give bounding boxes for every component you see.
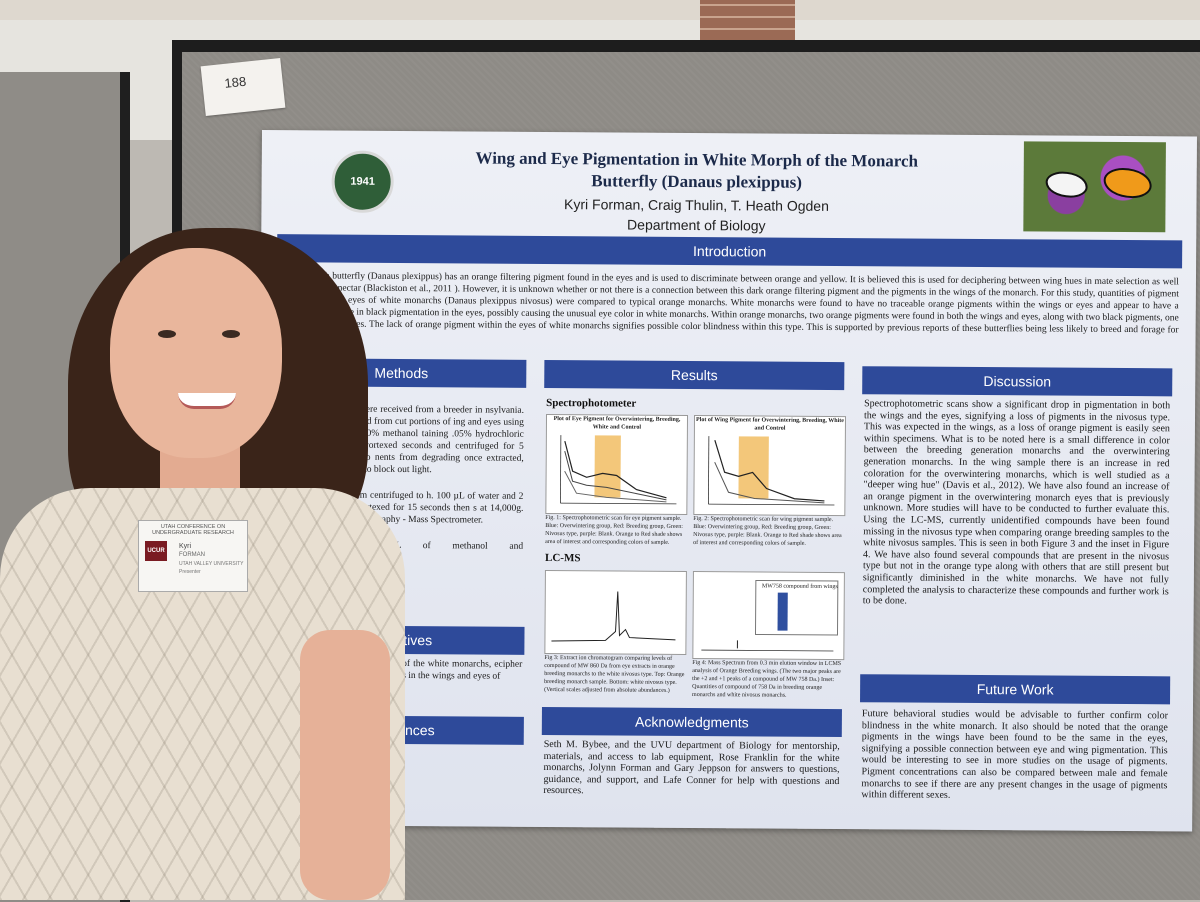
badge-role: Presenter	[179, 569, 201, 575]
figure-1-eye-pigment-chart: Plot of Eye Pigment for Overwintering, B…	[545, 414, 688, 515]
figure-2-x-axis	[708, 504, 834, 505]
figure-4-caption: Fig 4: Mass Spectrum from 0.3 min elutio…	[692, 659, 842, 700]
poster-department: Department of Biology	[411, 215, 981, 235]
figure-4-mass-spectrum: MW758 compound from wings	[692, 571, 845, 660]
figure-2-title: Plot of Wing Pigment for Overwintering, …	[695, 416, 845, 433]
figure-1-title: Plot of Eye Pigment for Overwintering, B…	[547, 415, 687, 432]
discussion-header: Discussion	[862, 366, 1172, 396]
results-header: Results	[544, 360, 844, 390]
figure-1-plot	[546, 431, 687, 512]
white-monarch-icon	[1046, 171, 1088, 197]
discussion-text: Spectrophotometric scans show a signific…	[863, 398, 1170, 609]
booth-number-tag: 188	[201, 58, 286, 116]
future-work-header: Future Work	[860, 674, 1170, 704]
right-eye	[222, 330, 240, 338]
future-work-text: Future behavioral studies would be advis…	[861, 708, 1168, 803]
figure-2-caption: Fig. 2: Spectrophotometric scan for wing…	[693, 515, 843, 548]
presenter-face	[110, 248, 282, 458]
left-eye	[158, 330, 176, 338]
lcms-heading: LC-MS	[545, 552, 581, 564]
figure-2-plot	[694, 432, 845, 513]
introduction-header: Introduction	[277, 234, 1182, 268]
badge-last-name: FORMAN	[179, 552, 205, 558]
figure-4-inset-bar	[778, 593, 788, 631]
presenter-arm	[300, 630, 390, 900]
poster-title: Wing and Eye Pigmentation in White Morph…	[412, 147, 982, 195]
poster-authors: Kyri Forman, Craig Thulin, T. Heath Ogde…	[411, 195, 981, 215]
acknowledgments-text: Seth M. Bybee, and the UVU department of…	[543, 739, 839, 799]
badge-first-name: Kyri	[179, 543, 191, 550]
university-seal-icon: 1941	[331, 150, 393, 212]
figure-3-caption: Fig 3: Extract ion chromatogram comparin…	[544, 654, 686, 695]
butterfly-photo	[1023, 141, 1166, 232]
ucur-logo-text: UCUR	[147, 548, 164, 554]
orange-monarch-icon	[1104, 168, 1152, 198]
figure-2-highlight	[738, 436, 768, 498]
smile	[178, 393, 236, 409]
figure-3-trace	[551, 591, 675, 642]
ucur-logo-icon: UCUR	[145, 541, 167, 561]
figure-2-wing-pigment-chart: Plot of Wing Pigment for Overwintering, …	[693, 415, 846, 516]
introduction-text: The monarch butterfly (Danaus plexippus)…	[279, 270, 1179, 348]
figure-2-series-overwintering	[714, 440, 824, 501]
figure-2-series-white	[714, 462, 824, 503]
booth-number: 188	[224, 74, 247, 91]
name-badge: UTAH CONFERENCE ON UNDERGRADUATE RESEARC…	[138, 520, 248, 592]
title-line-1: Wing and Eye Pigmentation in White Morph…	[412, 147, 982, 173]
figure-3-plot	[545, 571, 686, 654]
spectrophotometer-heading: Spectrophotometer	[546, 397, 636, 410]
badge-header: UTAH CONFERENCE ON UNDERGRADUATE RESEARC…	[143, 524, 243, 536]
figure-1-highlight	[594, 435, 620, 497]
figure-1-x-axis	[560, 503, 676, 504]
brick-column	[700, 0, 795, 40]
figure-4-x-axis	[701, 650, 833, 651]
figure-3-chromatogram	[544, 570, 687, 655]
badge-institution: UTAH VALLEY UNIVERSITY	[179, 561, 243, 567]
acknowledgments-header: Acknowledgments	[542, 707, 842, 737]
figure-4-inset-title: MW758 compound from wings	[762, 583, 838, 592]
seal-year: 1941	[350, 176, 375, 188]
figure-1-caption: Fig. 1: Spectrophotometric scan for eye …	[545, 514, 687, 547]
title-line-2: Butterfly (Danaus plexippus)	[412, 169, 982, 195]
